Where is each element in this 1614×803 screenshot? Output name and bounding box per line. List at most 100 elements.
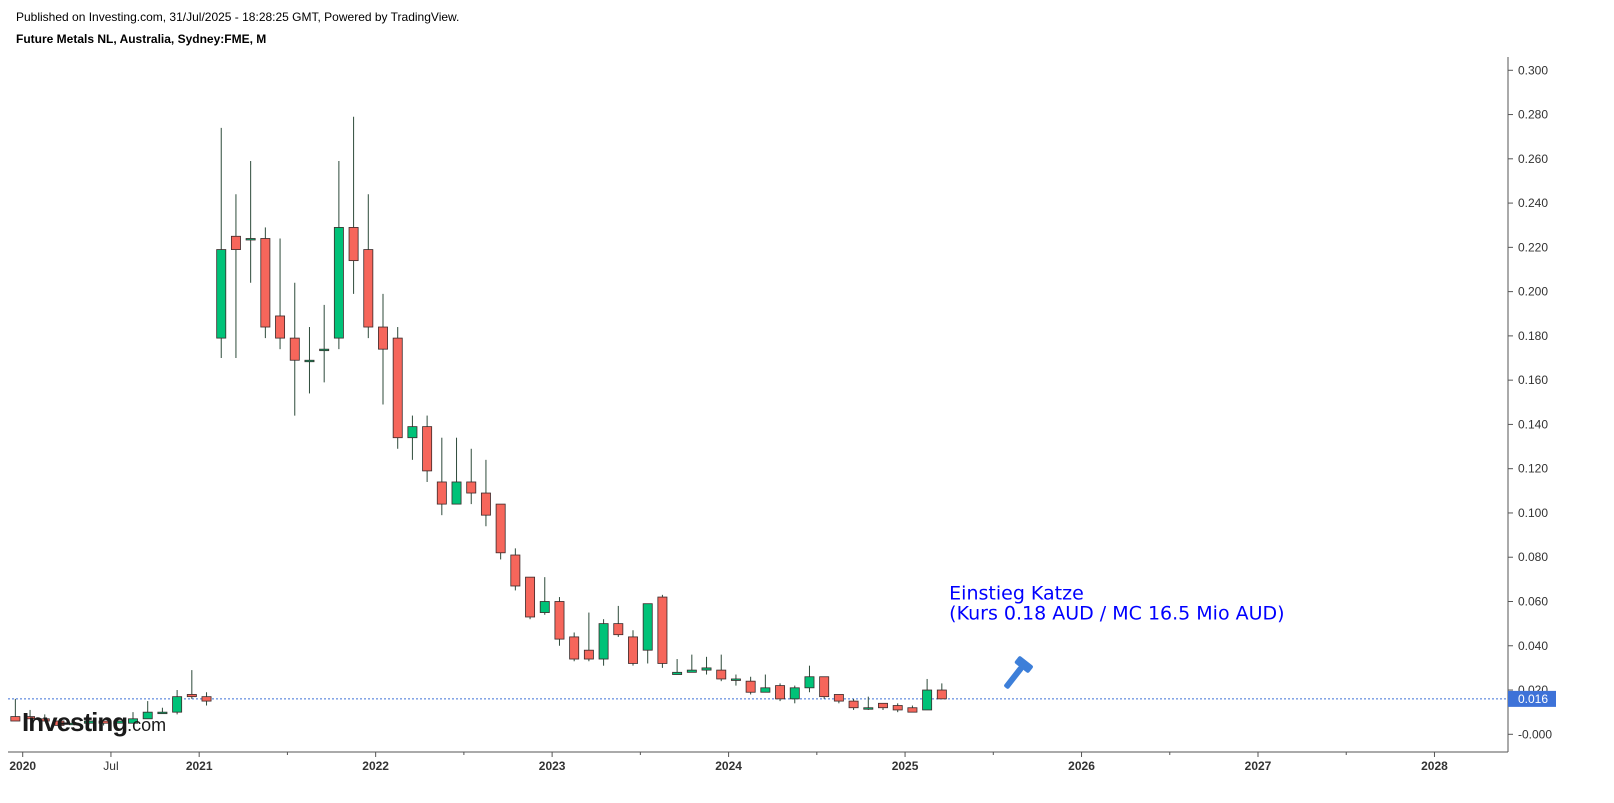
candle-body [230,235,241,250]
candle-body [848,700,859,709]
candle-body [628,636,638,664]
y-tick-label: 0.060 [1518,594,1548,608]
candle-body [878,702,888,709]
y-tick-label: 0.200 [1518,285,1548,299]
candle-body [436,481,447,505]
candle-body [128,718,138,724]
candle-body [113,720,124,724]
candle-body [495,503,506,554]
y-tick-label: 0.240 [1518,196,1548,210]
y-tick-label: 0.040 [1518,639,1548,653]
candle-body [392,337,403,439]
candle-body [466,481,477,494]
y-tick-label: 0.160 [1518,373,1548,387]
candle-body [525,576,536,618]
last-price-label: 0.016 [1518,692,1548,706]
candle-body [775,685,786,700]
candle-body [789,687,800,700]
candle-body [819,676,830,698]
logo-brand: Investing [22,707,128,737]
candle-body [760,687,771,693]
candle-body [172,696,183,713]
candle-body [39,718,50,722]
annotation-text: (Kurs 0.18 AUD / MC 16.5 Mio AUD) [949,602,1284,624]
candle-body [245,238,256,241]
candle-body [922,689,933,711]
candle-body [25,716,36,720]
candle-body [833,694,844,702]
candle-body [407,426,418,439]
x-tick-label: 2028 [1421,759,1448,773]
candle-body [804,676,815,689]
candle-body [730,678,741,681]
candle-body [686,669,697,673]
x-tick-label: 2021 [186,759,213,773]
candle-body [583,649,594,660]
annotation-text: Einstieg Katze [949,582,1084,604]
candle-body [10,716,21,722]
candle-body [98,720,109,724]
candle-body [657,596,668,664]
logo-suffix: .com [127,715,167,735]
published-info: Published on Investing.com, 31/Jul/2025 … [16,10,460,24]
y-tick-label: 0.220 [1518,240,1548,254]
y-tick-label: 0.280 [1518,108,1548,122]
candle-body [348,227,359,262]
candle-body [157,711,168,715]
candle-body [289,337,300,361]
y-tick-label: 0.100 [1518,506,1548,520]
y-tick-label: 0.180 [1518,329,1548,343]
y-tick-label: -0.000 [1518,727,1552,741]
candle-body [539,601,550,613]
y-tick-label: 0.300 [1518,63,1548,77]
candle-body [554,601,565,640]
candle-body [745,680,756,693]
candle-body [275,315,286,339]
candle-body [863,707,874,710]
candle-body [186,694,197,698]
candle-body [701,667,712,671]
candle-body [422,426,433,472]
candle-body [333,227,344,339]
candle-body [69,722,80,726]
x-tick-label: Jul [103,759,118,773]
candle-body [480,492,491,516]
candle-body [907,707,918,713]
candle-body [83,720,94,724]
y-tick-label: 0.260 [1518,152,1548,166]
candle-body [142,711,153,720]
x-tick-label: 2026 [1068,759,1095,773]
x-tick-label: 2025 [892,759,919,773]
y-tick-label: 0.140 [1518,417,1548,431]
candle-body [569,636,580,660]
y-tick-label: 0.080 [1518,550,1548,564]
gavel-icon [1004,656,1033,689]
candle-body [201,696,212,702]
investing-logo: Investing.com [22,707,166,738]
candle-body [892,705,903,711]
candle-body [598,623,609,660]
symbol-title: Future Metals NL, Australia, Sydney:FME,… [16,32,267,46]
candle-body [363,249,374,328]
candle-body [378,326,388,350]
candle-body [613,623,624,636]
x-tick-label: 2027 [1245,759,1272,773]
candle-body [260,238,271,328]
candle-body [510,554,521,587]
candle-body [319,348,330,352]
x-tick-label: 2022 [362,759,389,773]
y-tick-label: 0.120 [1518,462,1548,476]
candle-body [216,249,227,339]
candle-body [936,689,947,700]
candle-body [451,481,462,505]
candle-body [304,359,315,363]
candle-body [54,720,65,726]
candle-body [642,603,653,651]
x-tick-label: 2024 [715,759,742,773]
last-price-badge [1508,690,1556,707]
candle-body [672,671,683,675]
x-tick-label: 2023 [539,759,566,773]
candle-body [716,669,727,680]
x-tick-label: 2020 [9,759,36,773]
